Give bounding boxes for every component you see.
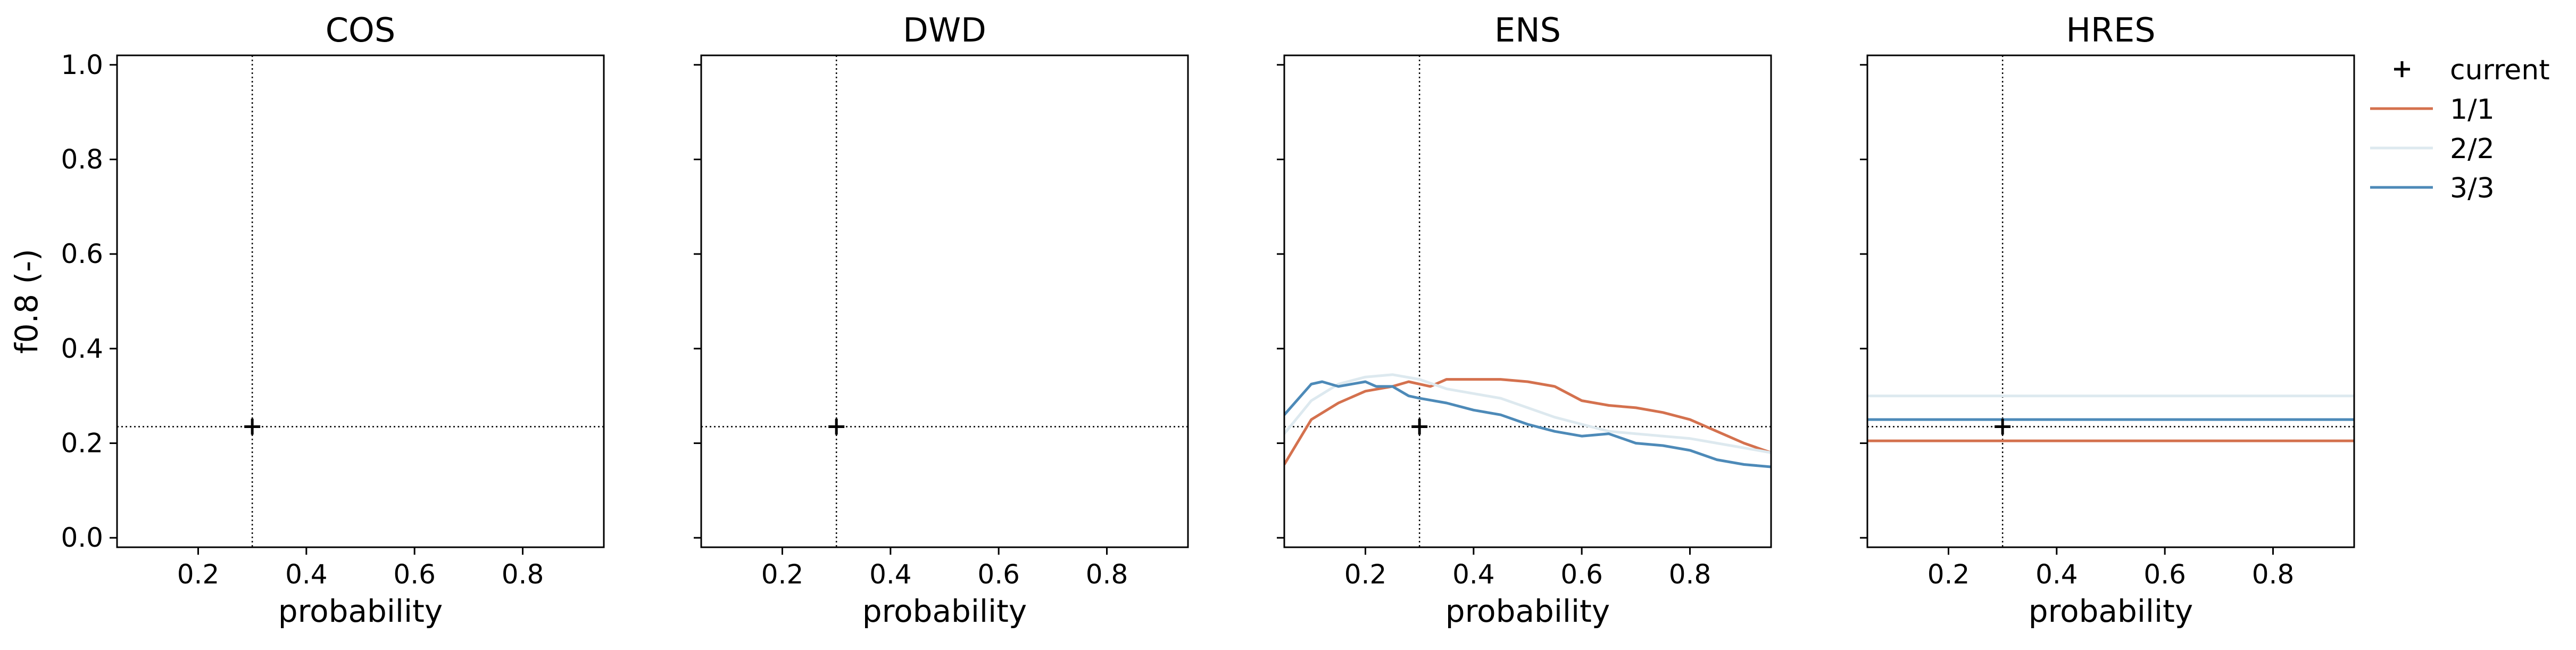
panel-ens-x-tick-label: 0.4 xyxy=(1452,559,1495,590)
panel-ens-x-tick-label: 0.6 xyxy=(1560,559,1603,590)
panel-cos-y-tick-label: 1.0 xyxy=(61,50,103,80)
y-axis-label: f0.8 (-) xyxy=(9,249,45,353)
panel-cos-x-tick-label: 0.6 xyxy=(393,559,436,590)
panel-cos-y-tick-label: 0.8 xyxy=(61,144,103,175)
legend-entry-current: current xyxy=(2394,54,2550,86)
panel-cos-x-axis-label: probability xyxy=(278,593,443,629)
panel-dwd-x-tick-label: 0.2 xyxy=(761,559,804,590)
panels-layer: COS 0.2 0.4 0.6 0.8 probability 0.0 0.2 0.4 0.6 0.… xyxy=(61,11,2355,629)
panel-cos-y-tick-label: 0.2 xyxy=(61,428,103,459)
panel-hres-x-axis-label: probability xyxy=(2029,593,2193,629)
legend-entry-3-of-3: 3/3 xyxy=(2370,172,2495,204)
legend: current 1/1 2/2 3/3 xyxy=(2370,54,2550,204)
panel-hres-x-tick-label: 0.8 xyxy=(2252,559,2295,590)
panel-ens-plot-area xyxy=(1284,55,1771,547)
panel-cos-x-tick-label: 0.4 xyxy=(285,559,328,590)
panel-cos-plot-area xyxy=(117,55,604,547)
panel-ens-series-1-of-1 xyxy=(1284,378,1771,465)
panel-hres-current-marker xyxy=(1995,418,2011,435)
panel-hres-x-tick-label: 0.6 xyxy=(2143,559,2186,590)
panel-dwd-current-marker xyxy=(828,418,845,435)
panel-cos-y-tick-label: 0.4 xyxy=(61,333,103,364)
legend-label: 1/1 xyxy=(2450,94,2495,126)
panel-hres-x-tick-label: 0.2 xyxy=(1927,559,1970,590)
panel-ens-x-tick-label: 0.8 xyxy=(1669,559,1711,590)
panel-dwd-x-tick-label: 0.6 xyxy=(977,559,1020,590)
legend-label: 2/2 xyxy=(2450,133,2495,165)
panel-ens: ENS 0.2 0.4 0.6 0.8 probability xyxy=(1277,11,1772,629)
panel-cos-current-marker xyxy=(244,418,261,435)
panel-dwd: DWD 0.2 0.4 0.6 0.8 probability xyxy=(694,11,1189,629)
panel-dwd-axes-frame xyxy=(700,54,1189,548)
panel-cos-x-tick-label: 0.2 xyxy=(177,559,220,590)
panel-cos-y-tick-label: 0.6 xyxy=(61,238,103,269)
panel-ens-x-tick-label: 0.2 xyxy=(1344,559,1387,590)
panel-dwd-title: DWD xyxy=(903,11,986,50)
panel-hres-axes-frame xyxy=(1866,54,2355,548)
panel-hres-plot-area xyxy=(1867,55,2354,547)
legend-label: current xyxy=(2450,54,2550,86)
panel-ens-x-axis-label: probability xyxy=(1445,593,1610,629)
panel-ens-current-marker xyxy=(1411,418,1428,435)
panel-dwd-x-tick-label: 0.4 xyxy=(869,559,912,590)
panel-hres: HRES 0.2 0.4 0.6 0.8 probability xyxy=(1860,11,2355,629)
legend-entry-1-of-1: 1/1 xyxy=(2370,94,2495,126)
panel-cos-x-tick-label: 0.8 xyxy=(502,559,544,590)
panel-ens-title: ENS xyxy=(1494,11,1561,50)
panel-ens-axes-frame xyxy=(1283,54,1772,548)
legend-entry-2-of-2: 2/2 xyxy=(2370,133,2495,165)
panel-dwd-x-tick-label: 0.8 xyxy=(1086,559,1128,590)
panel-cos-title: COS xyxy=(326,11,395,50)
legend-label: 3/3 xyxy=(2450,172,2495,204)
panel-ens-series-2-of-2 xyxy=(1284,373,1771,454)
panel-hres-title: HRES xyxy=(2066,11,2155,50)
panel-cos-axes-frame xyxy=(116,54,605,548)
panel-cos: COS 0.2 0.4 0.6 0.8 probability 0.0 0.2 0.4 0.6 0.… xyxy=(61,11,605,629)
panel-ens-series-3-of-3 xyxy=(1284,380,1771,468)
panel-dwd-plot-area xyxy=(701,55,1188,547)
panel-dwd-x-axis-label: probability xyxy=(862,593,1027,629)
panel-cos-y-tick-label: 0.0 xyxy=(61,522,103,553)
panel-hres-x-tick-label: 0.4 xyxy=(2035,559,2078,590)
